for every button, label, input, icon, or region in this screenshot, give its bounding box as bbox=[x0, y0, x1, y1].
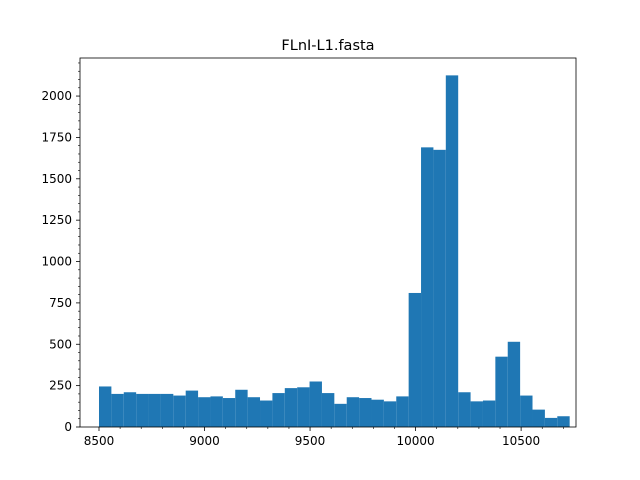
histogram-bar bbox=[520, 395, 533, 427]
histogram-bar bbox=[297, 387, 310, 427]
x-tick-label: 10000 bbox=[396, 434, 434, 448]
histogram-bar bbox=[408, 292, 422, 427]
histogram-bar bbox=[532, 409, 545, 427]
x-tick-label: 8500 bbox=[84, 434, 115, 448]
histogram-bar bbox=[111, 393, 124, 427]
histogram-bar bbox=[544, 417, 558, 427]
histogram-bar bbox=[470, 401, 483, 427]
y-axis: 0 250 500 750 1000 1250 1500 1750 2000 bbox=[41, 62, 80, 434]
y-tick-label: 1750 bbox=[41, 130, 72, 144]
histogram-bar bbox=[421, 147, 434, 428]
histogram-bar bbox=[433, 149, 446, 428]
y-tick-label: 250 bbox=[49, 379, 72, 393]
histogram-bar bbox=[272, 393, 285, 427]
histogram-bar bbox=[445, 75, 459, 427]
y-tick-label: 1250 bbox=[41, 213, 72, 227]
y-tick-label: 2000 bbox=[41, 89, 72, 103]
histogram-bar bbox=[173, 395, 186, 427]
histogram-bar bbox=[198, 397, 211, 427]
histogram-bar bbox=[495, 356, 508, 427]
histogram-bar bbox=[346, 397, 360, 427]
y-tick-label: 1000 bbox=[41, 255, 72, 269]
histogram-bar bbox=[123, 392, 137, 427]
histogram-bar bbox=[284, 388, 298, 427]
histogram-bar bbox=[136, 393, 149, 427]
histogram-bar bbox=[482, 400, 496, 427]
y-tick-label: 750 bbox=[49, 296, 72, 310]
x-tick-label: 9000 bbox=[189, 434, 220, 448]
x-axis: 8500 9000 9500 10000 10500 bbox=[84, 427, 564, 448]
bars-group bbox=[98, 75, 570, 428]
histogram-bar bbox=[222, 398, 236, 427]
y-tick-label: 500 bbox=[49, 337, 72, 351]
histogram-bar bbox=[260, 400, 273, 427]
y-tick-label: 0 bbox=[64, 420, 72, 434]
histogram-bar bbox=[359, 398, 372, 427]
histogram-bar bbox=[210, 396, 223, 427]
histogram-bar bbox=[309, 381, 322, 427]
histogram-bar bbox=[235, 389, 248, 427]
histogram-bar bbox=[98, 386, 112, 427]
histogram-bar bbox=[507, 341, 521, 427]
chart-title: FLnI-L1.fasta bbox=[281, 38, 374, 54]
histogram-bar bbox=[148, 393, 161, 427]
histogram-bar bbox=[371, 399, 384, 427]
histogram-bar bbox=[383, 401, 397, 427]
histogram-bar bbox=[458, 392, 471, 427]
histogram-bar bbox=[160, 393, 174, 427]
histogram-bar bbox=[557, 416, 570, 427]
histogram-bar bbox=[396, 396, 409, 427]
plot-frame bbox=[79, 57, 577, 428]
y-tick-label: 1500 bbox=[41, 172, 72, 186]
x-tick-label: 9500 bbox=[295, 434, 326, 448]
histogram-bar bbox=[247, 397, 261, 427]
x-tick-label: 10500 bbox=[502, 434, 540, 448]
histogram-bar bbox=[185, 390, 199, 427]
histogram-bar bbox=[334, 403, 347, 427]
histogram-bar bbox=[321, 393, 335, 427]
